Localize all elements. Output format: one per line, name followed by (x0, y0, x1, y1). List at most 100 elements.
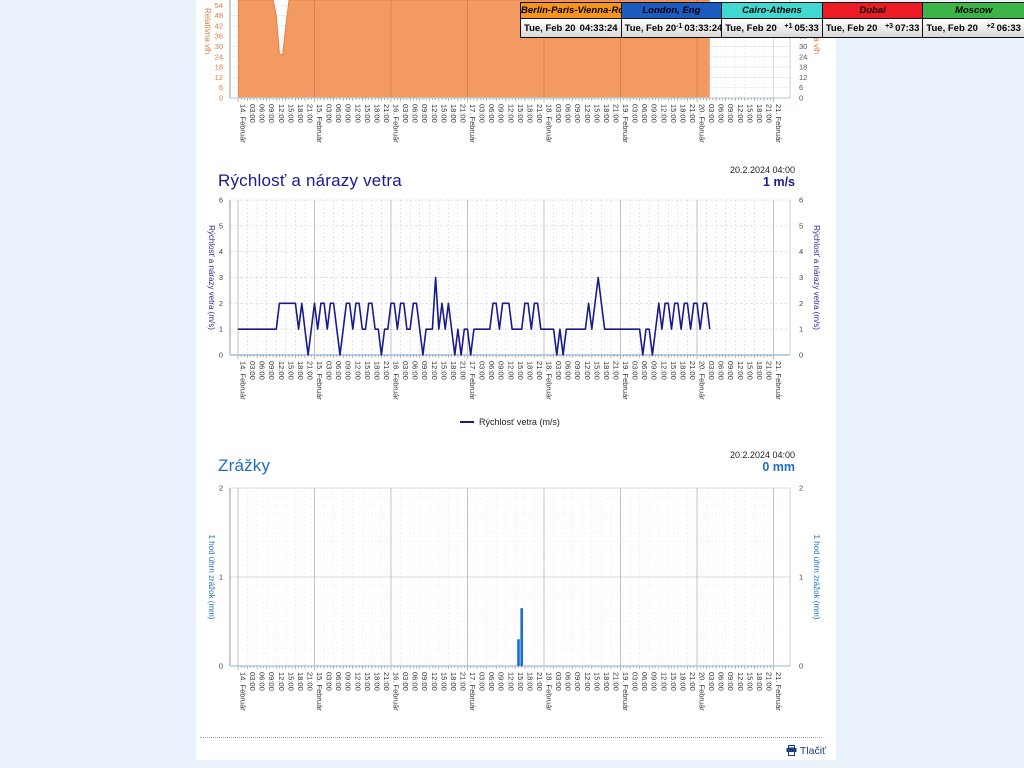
svg-text:18:00: 18:00 (525, 672, 534, 691)
svg-text:4: 4 (799, 247, 803, 256)
svg-text:06:00: 06:00 (258, 104, 267, 123)
svg-text:6: 6 (219, 83, 223, 92)
clock-city-label: Dubai (822, 3, 924, 19)
svg-text:1: 1 (219, 325, 223, 334)
svg-text:20. Február: 20. Február (698, 104, 707, 143)
svg-text:18:00: 18:00 (449, 361, 458, 380)
svg-text:03:00: 03:00 (325, 672, 334, 691)
svg-text:2: 2 (219, 299, 223, 308)
svg-text:17. Február: 17. Február (468, 672, 477, 711)
svg-text:06:00: 06:00 (258, 672, 267, 691)
print-link[interactable]: Tlačiť (786, 745, 826, 757)
clock-time-value: 05:33 (794, 22, 819, 34)
svg-text:15. Február: 15. Február (315, 672, 324, 711)
svg-text:12:00: 12:00 (736, 672, 745, 691)
clock-column-london: London, Eng Tue, Feb 20 -1 03:33:24 (621, 3, 723, 37)
svg-text:15:00: 15:00 (669, 672, 678, 691)
svg-text:21:00: 21:00 (764, 361, 773, 380)
svg-text:06:00: 06:00 (717, 361, 726, 380)
svg-text:12:00: 12:00 (430, 672, 439, 691)
svg-text:12:00: 12:00 (506, 672, 515, 691)
svg-text:21:00: 21:00 (611, 672, 620, 691)
svg-text:0: 0 (799, 94, 803, 103)
svg-text:12:00: 12:00 (659, 361, 668, 380)
svg-text:09:00: 09:00 (497, 361, 506, 380)
svg-text:18:00: 18:00 (525, 361, 534, 380)
svg-text:30: 30 (799, 42, 807, 51)
svg-text:0: 0 (219, 94, 223, 103)
svg-text:12:00: 12:00 (353, 361, 362, 380)
svg-text:18:00: 18:00 (678, 104, 687, 123)
svg-text:06:00: 06:00 (640, 104, 649, 123)
svg-text:18:00: 18:00 (602, 104, 611, 123)
svg-text:21:00: 21:00 (535, 361, 544, 380)
clock-time-value: 06:33 (996, 22, 1021, 34)
svg-text:06:00: 06:00 (717, 104, 726, 123)
svg-text:12:00: 12:00 (659, 104, 668, 123)
svg-text:48: 48 (215, 11, 223, 20)
svg-text:1 hod úhrn zrážok (mm): 1 hod úhrn zrážok (mm) (207, 535, 216, 620)
svg-text:09:00: 09:00 (420, 672, 429, 691)
svg-text:21:00: 21:00 (382, 104, 391, 123)
clock-date: Tue, Feb 20 (725, 22, 777, 34)
svg-text:03:00: 03:00 (401, 104, 410, 123)
print-link-label: Tlačiť (799, 744, 826, 757)
clock-time-value: 03:33:24 (684, 22, 723, 34)
svg-text:06:00: 06:00 (564, 672, 573, 691)
svg-text:21:00: 21:00 (764, 672, 773, 691)
svg-text:Relatívna vlh: Relatívna vlh (203, 8, 212, 54)
svg-text:21:00: 21:00 (458, 104, 467, 123)
svg-text:19. Február: 19. Február (621, 104, 630, 143)
clock-time-value: 07:33 (895, 22, 920, 34)
svg-text:21:00: 21:00 (688, 672, 697, 691)
svg-text:24: 24 (215, 52, 223, 61)
svg-text:12:00: 12:00 (659, 672, 668, 691)
svg-text:6: 6 (799, 83, 803, 92)
svg-text:12:00: 12:00 (353, 104, 362, 123)
svg-text:16. Február: 16. Február (392, 361, 401, 400)
precipitation-chart: 14. Február 03:00 06:00 09:00 12:00 15:00 18:0… (207, 484, 821, 712)
clock-column-berlin: Berlin-Paris-Vienna-Roma Tue, Feb 20 04:… (521, 3, 622, 37)
svg-text:06:00: 06:00 (334, 672, 343, 691)
svg-text:06:00: 06:00 (334, 104, 343, 123)
content-area (196, 0, 836, 760)
wind-legend: Rýchlosť vetra (m/s) (230, 417, 790, 427)
svg-text:15:00: 15:00 (363, 672, 372, 691)
svg-text:09:00: 09:00 (573, 361, 582, 380)
svg-text:12:00: 12:00 (506, 361, 515, 380)
svg-text:21. Február: 21. Február (774, 361, 783, 400)
svg-text:18. Február: 18. Február (545, 104, 554, 143)
svg-text:09:00: 09:00 (573, 104, 582, 123)
svg-text:15:00: 15:00 (286, 104, 295, 123)
svg-text:21. Február: 21. Február (774, 104, 783, 143)
svg-text:12:00: 12:00 (430, 104, 439, 123)
svg-text:30: 30 (215, 42, 223, 51)
svg-text:09:00: 09:00 (726, 361, 735, 380)
svg-text:21:00: 21:00 (305, 672, 314, 691)
svg-text:17. Február: 17. Február (468, 361, 477, 400)
svg-text:5: 5 (219, 221, 223, 230)
svg-text:18:00: 18:00 (372, 104, 381, 123)
svg-text:09:00: 09:00 (650, 104, 659, 123)
precip-timestamp: 20.2.2024 04:00 (729, 450, 795, 460)
svg-text:03:00: 03:00 (554, 104, 563, 123)
svg-text:21:00: 21:00 (611, 104, 620, 123)
svg-text:21:00: 21:00 (764, 104, 773, 123)
svg-text:21:00: 21:00 (305, 104, 314, 123)
svg-text:12:00: 12:00 (277, 672, 286, 691)
svg-text:18:00: 18:00 (755, 672, 764, 691)
svg-text:12:00: 12:00 (736, 104, 745, 123)
svg-text:42: 42 (215, 21, 223, 30)
svg-text:09:00: 09:00 (420, 361, 429, 380)
wind-legend-line-swatch (460, 421, 475, 423)
svg-text:17. Február: 17. Február (468, 104, 477, 143)
svg-text:18:00: 18:00 (525, 104, 534, 123)
svg-text:15. Február: 15. Február (315, 104, 324, 143)
svg-text:03:00: 03:00 (401, 672, 410, 691)
svg-text:09:00: 09:00 (497, 104, 506, 123)
svg-text:3: 3 (219, 273, 223, 282)
svg-text:15. Február: 15. Február (315, 361, 324, 400)
svg-text:18:00: 18:00 (449, 672, 458, 691)
svg-text:03:00: 03:00 (554, 672, 563, 691)
clock-city-label: Cairo-Athens (722, 3, 823, 19)
